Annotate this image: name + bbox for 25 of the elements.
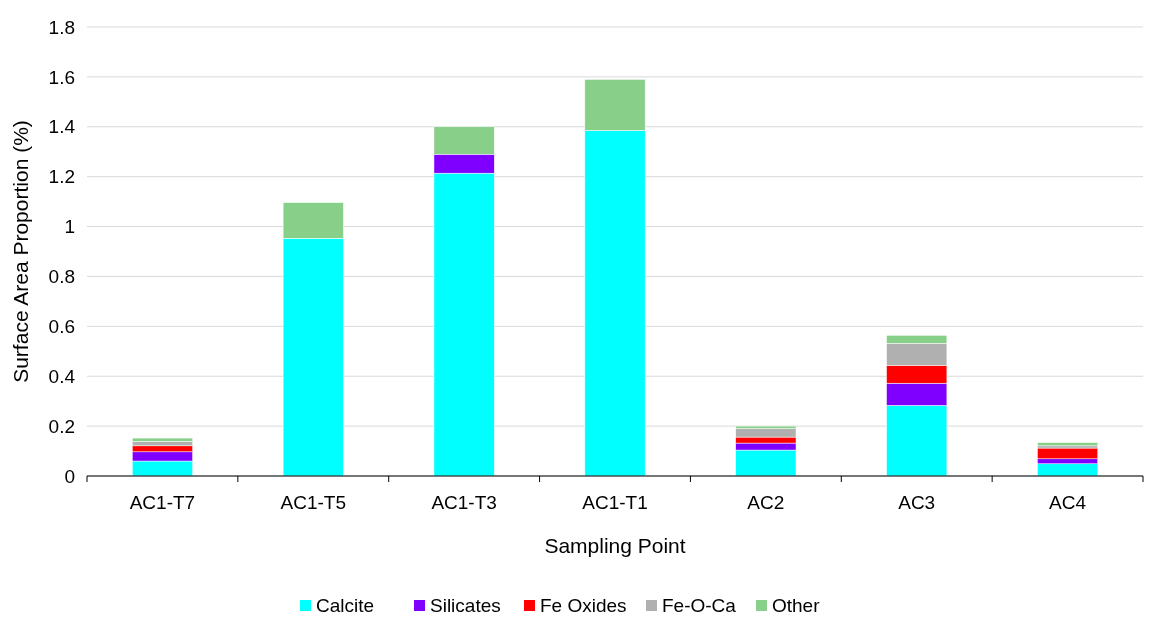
y-tick-label: 0.2	[48, 415, 75, 437]
y-tick-label: 0.8	[48, 266, 75, 288]
x-axis-title: Sampling Point	[544, 534, 686, 557]
legend-label: Fe Oxides	[540, 595, 627, 616]
bar	[132, 437, 193, 442]
x-tick-label: AC1-T5	[280, 492, 347, 513]
legend-label: Calcite	[316, 595, 375, 616]
y-tick-label: 1.2	[48, 166, 75, 188]
legend-label: Fe-O-Ca	[662, 595, 737, 616]
x-tick-label: AC3	[898, 492, 936, 513]
y-tick-label: 1.6	[48, 66, 75, 88]
x-tick-label: AC1-T1	[582, 492, 648, 513]
legend-label: Other	[772, 595, 821, 616]
x-tick-label: AC2	[747, 492, 785, 513]
y-tick-label: 1.8	[48, 16, 75, 38]
y-tick-label: 1	[64, 216, 75, 238]
x-tick-label: AC4	[1049, 492, 1087, 513]
y-tick-label: 0.4	[48, 365, 76, 387]
x-tick-label: AC1-T3	[431, 492, 497, 513]
legend-label: Silicates	[430, 595, 501, 616]
y-axis-title: Surface Area Proportion (%)	[9, 120, 32, 383]
x-tick-label: AC1-T7	[129, 492, 196, 513]
y-tick-label: 1.4	[48, 116, 76, 138]
y-tick-label: 0.6	[48, 315, 75, 337]
y-tick-label: 0	[64, 465, 75, 487]
